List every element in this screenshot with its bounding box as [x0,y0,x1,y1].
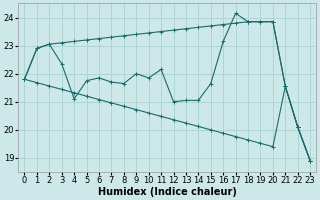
X-axis label: Humidex (Indice chaleur): Humidex (Indice chaleur) [98,187,237,197]
